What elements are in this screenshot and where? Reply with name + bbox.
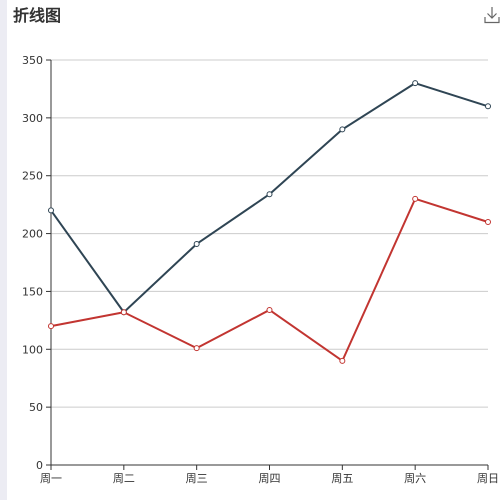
y-tick-label: 350 — [22, 54, 43, 67]
y-tick-label: 50 — [29, 401, 43, 414]
y-tick-label: 200 — [22, 228, 43, 241]
data-point[interactable] — [339, 126, 346, 133]
data-point[interactable] — [412, 80, 419, 87]
x-tick-label: 周五 — [331, 472, 353, 485]
y-tick-label: 250 — [22, 170, 43, 183]
data-point[interactable] — [412, 195, 419, 202]
series-0 — [48, 80, 491, 316]
data-point[interactable] — [48, 323, 54, 330]
x-tick-label: 周六 — [404, 472, 426, 485]
y-tick-label: 100 — [22, 343, 43, 356]
download-icon — [484, 7, 500, 24]
x-tick-label: 周一 — [40, 472, 62, 485]
x-axis-tick-labels: 周一 周二 周三 周四 周五 周六 周日 — [40, 472, 499, 485]
data-point[interactable] — [193, 240, 200, 247]
series-layer — [48, 80, 491, 364]
axes — [46, 59, 489, 470]
data-point[interactable] — [485, 219, 491, 225]
x-tick-label: 周日 — [477, 472, 499, 485]
x-tick-label: 周三 — [186, 472, 208, 485]
data-point[interactable] — [266, 191, 273, 198]
data-point[interactable] — [193, 345, 200, 352]
x-tick-label: 周二 — [113, 472, 135, 485]
left-strip — [0, 0, 7, 500]
data-point[interactable] — [485, 103, 491, 110]
y-tick-label: 0 — [36, 459, 43, 472]
series-line — [50, 197, 489, 362]
series-1 — [48, 195, 491, 364]
chart-title: 折线图 — [13, 6, 62, 25]
data-point[interactable] — [339, 357, 346, 364]
y-tick-label: 150 — [22, 285, 43, 298]
y-axis-tick-labels: 0 50 100 150 200 250 300 350 — [22, 54, 43, 472]
data-point[interactable] — [120, 309, 127, 316]
data-point[interactable] — [48, 207, 54, 214]
y-tick-label: 300 — [22, 112, 43, 125]
x-tick-label: 周四 — [259, 472, 281, 485]
grid-lines — [51, 59, 488, 408]
data-point[interactable] — [266, 306, 273, 313]
save-as-image-button[interactable] — [484, 6, 500, 24]
